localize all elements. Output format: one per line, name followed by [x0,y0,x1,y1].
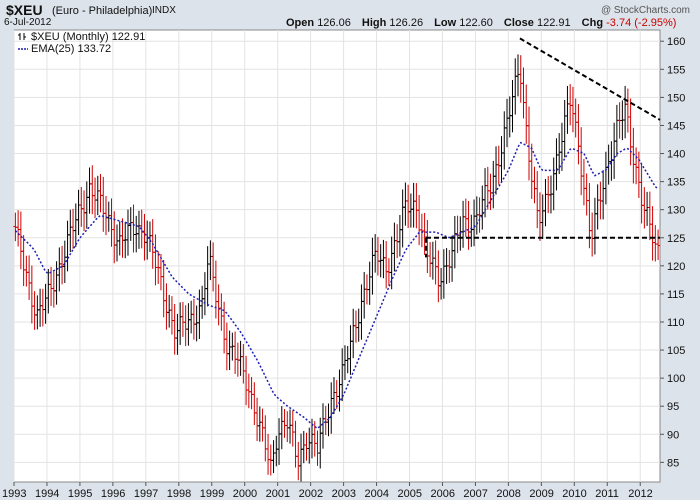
x-tick-label: 1999 [200,488,224,500]
trendline [519,37,661,121]
chg-value: -3.74 (-2.95%) [606,17,677,29]
y-tick-label: 90 [667,429,679,441]
x-tick-label: 2008 [496,488,520,500]
y-tick-label: 145 [667,120,685,132]
y-tick-label: 110 [667,317,685,329]
x-tick-label: 2012 [628,488,652,500]
x-tick-label: 1994 [35,488,59,500]
x-tick-label: 2001 [266,488,290,500]
ticker-symbol: $XEU [6,2,43,18]
y-tick-label: 95 [667,401,679,413]
legend-bars-swatch [18,33,26,40]
low-value: 122.60 [459,17,493,29]
x-tick-label: 2005 [398,488,422,500]
y-tick-label: 115 [667,289,685,301]
y-tick-label: 120 [667,261,685,273]
x-tick-label: 1998 [167,488,191,500]
y-tick-label: 140 [667,149,685,161]
x-tick-label: 1997 [134,488,158,500]
y-tick-label: 150 [667,92,685,104]
chart-date: 6-Jul-2012 [4,17,52,28]
x-tick-label: 1996 [101,488,125,500]
x-tick-label: 2007 [463,488,487,500]
chart-header: $XEU (Euro - Philadelphia) INDX 6-Jul-20… [0,0,700,30]
close-value: 122.91 [536,17,571,29]
close-label: Close [503,17,534,29]
x-tick-label: 1993 [2,488,26,500]
open-label: Open [286,17,315,29]
open-value: 126.06 [317,17,351,29]
stockcharts-watermark: @ StockCharts.com [600,5,690,16]
y-tick-label: 125 [667,233,685,245]
legend-label: $XEU (Monthly) 122.91 [31,31,145,43]
x-tick-label: 2002 [299,488,323,500]
x-tick-label: 2003 [332,488,356,500]
y-tick-label: 85 [667,457,679,469]
x-tick-label: 2010 [562,488,586,500]
y-tick-label: 135 [667,177,685,189]
chg-label: Chg [581,17,604,29]
y-tick-label: 130 [667,205,685,217]
ohlc-summary: Open 126.06 High 126.26 Low 122.60 Close… [286,17,676,29]
exchange-label: INDX [152,5,176,16]
x-tick-label: 2004 [365,488,389,500]
high-value: 126.26 [389,17,424,29]
instrument-name: (Euro - Philadelphia) [52,5,153,17]
high-label: High [361,17,387,29]
legend-label: EMA(25) 133.72 [31,43,111,55]
y-tick-label: 155 [667,64,685,76]
low-label: Low [434,17,457,29]
x-tick-label: 2011 [595,488,619,500]
x-tick-label: 2006 [430,488,454,500]
y-tick-label: 160 [667,36,685,48]
ema-line [14,141,659,430]
x-tick-label: 2000 [233,488,257,500]
y-tick-label: 100 [667,373,685,385]
y-tick-label: 105 [667,345,685,357]
x-tick-label: 2009 [529,488,553,500]
x-tick-label: 1995 [68,488,92,500]
